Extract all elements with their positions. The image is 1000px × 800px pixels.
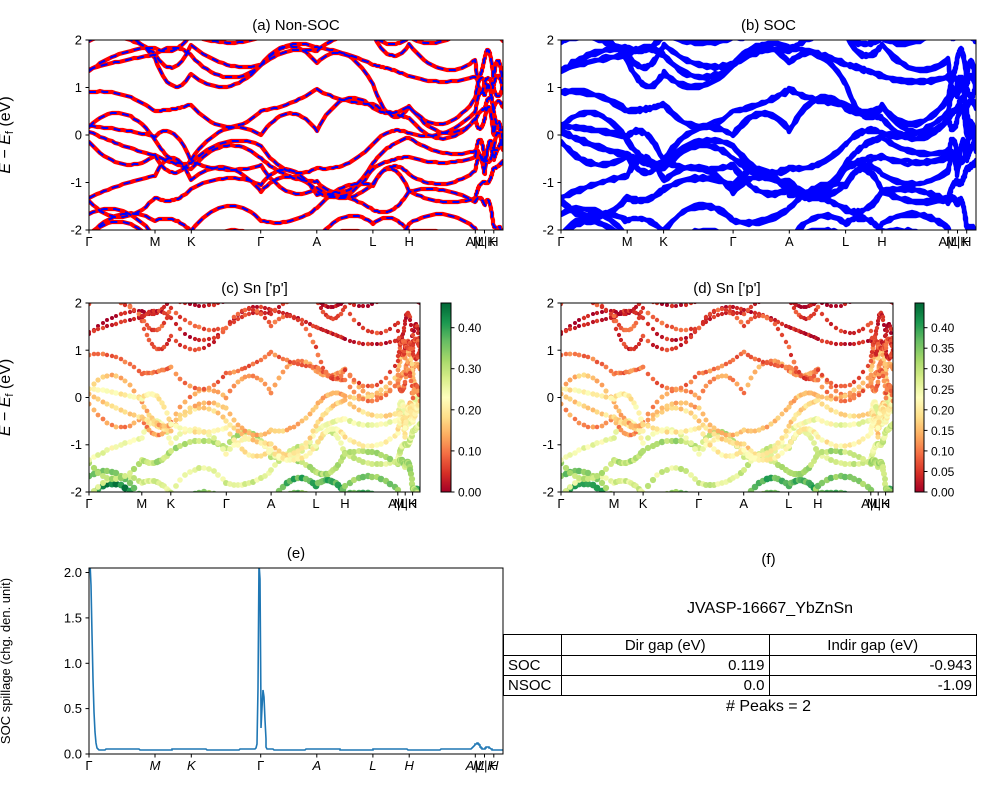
svg-text:0.15: 0.15 <box>931 424 955 438</box>
svg-text:0.10: 0.10 <box>458 444 482 458</box>
svg-text:-1: -1 <box>70 175 82 190</box>
svg-text:0.10: 0.10 <box>931 444 955 458</box>
svg-text:0.30: 0.30 <box>931 362 955 376</box>
svg-text:-1: -1 <box>70 437 82 452</box>
svg-text:0.00: 0.00 <box>931 486 955 500</box>
svg-text:2: 2 <box>547 33 554 48</box>
svg-text:1: 1 <box>547 80 554 95</box>
svg-text:A: A <box>739 496 748 511</box>
svg-text:1.0: 1.0 <box>64 656 82 671</box>
svg-text:2: 2 <box>75 296 82 311</box>
svg-text:(b) SOC: (b) SOC <box>741 17 796 34</box>
svg-text:H: H <box>962 234 971 249</box>
svg-text:0.35: 0.35 <box>931 342 955 356</box>
svg-text:Γ: Γ <box>257 758 264 773</box>
svg-text:-2: -2 <box>70 223 82 238</box>
svg-text:1: 1 <box>547 343 554 358</box>
svg-text:0.0: 0.0 <box>64 747 82 762</box>
svg-text:Γ: Γ <box>557 496 564 511</box>
svg-text:2: 2 <box>547 296 554 311</box>
svg-text:M: M <box>609 496 620 511</box>
svg-text:0.40: 0.40 <box>931 321 955 335</box>
svg-text:0: 0 <box>75 128 82 143</box>
svg-text:1.5: 1.5 <box>64 610 82 625</box>
svg-text:L: L <box>369 758 376 773</box>
svg-text:0.05: 0.05 <box>931 465 955 479</box>
svg-text:(d) Sn ['p']: (d) Sn ['p'] <box>693 280 760 297</box>
svg-text:A: A <box>311 758 321 773</box>
svg-text:0.30: 0.30 <box>458 362 482 376</box>
svg-text:H: H <box>881 496 890 511</box>
svg-text:0: 0 <box>547 390 554 405</box>
svg-text:1: 1 <box>75 343 82 358</box>
svg-text:K: K <box>187 758 197 773</box>
svg-text:H: H <box>405 758 415 773</box>
svg-text:SOC spillage (chg. den. unit): SOC spillage (chg. den. unit) <box>0 578 13 744</box>
svg-text:-2: -2 <box>542 485 554 500</box>
svg-text:0: 0 <box>75 390 82 405</box>
svg-text:-2: -2 <box>70 485 82 500</box>
svg-text:0: 0 <box>547 128 554 143</box>
svg-text:-1: -1 <box>542 437 554 452</box>
svg-text:0.20: 0.20 <box>458 403 482 417</box>
svg-text:L: L <box>785 496 792 511</box>
svg-text:(a) Non-SOC: (a) Non-SOC <box>252 17 340 34</box>
svg-text:1: 1 <box>75 80 82 95</box>
svg-text:H: H <box>489 758 499 773</box>
svg-text:-1: -1 <box>542 175 554 190</box>
svg-text:Γ: Γ <box>85 758 92 773</box>
svg-text:M: M <box>150 758 161 773</box>
svg-text:(c) Sn ['p']: (c) Sn ['p'] <box>221 280 288 297</box>
svg-text:0.25: 0.25 <box>931 383 955 397</box>
svg-text:H: H <box>813 496 822 511</box>
svg-text:(e): (e) <box>287 545 305 562</box>
svg-text:2: 2 <box>75 33 82 48</box>
svg-text:0.40: 0.40 <box>458 321 482 335</box>
svg-text:0.20: 0.20 <box>931 403 955 417</box>
svg-text:2.0: 2.0 <box>64 565 82 580</box>
svg-text:0.5: 0.5 <box>64 701 82 716</box>
svg-text:-2: -2 <box>542 223 554 238</box>
svg-text:0.00: 0.00 <box>458 486 482 500</box>
svg-text:K: K <box>639 496 648 511</box>
svg-text:Γ: Γ <box>695 496 702 511</box>
svg-text:E − Ef (eV): E − Ef (eV) <box>0 359 16 436</box>
svg-text:E − Ef (eV): E − Ef (eV) <box>0 96 16 173</box>
